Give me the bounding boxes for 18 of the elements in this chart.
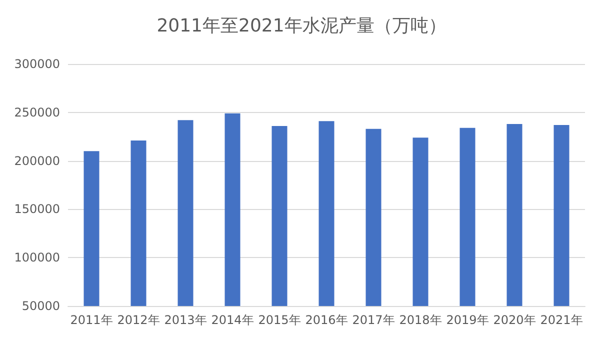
y-tick-label: 300000	[14, 57, 60, 71]
x-tick-label: 2020年	[493, 313, 536, 327]
x-tick-label: 2017年	[352, 313, 395, 327]
x-tick-label: 2013年	[164, 313, 207, 327]
y-tick-label: 150000	[14, 202, 60, 216]
x-tick-label: 2011年	[70, 313, 113, 327]
x-tick-label: 2018年	[399, 313, 442, 327]
y-tick-label: 250000	[14, 105, 60, 120]
y-tick-label: 200000	[14, 154, 60, 168]
x-tick-label: 2015年	[258, 313, 301, 327]
x-tick-label: 2019年	[446, 313, 489, 327]
x-tick-label: 2012年	[117, 313, 160, 327]
x-tick-label: 2021年	[540, 313, 583, 327]
chart-title: 2011年至2021年水泥产量（万吨）	[156, 16, 446, 36]
x-tick-label: 2016年	[305, 313, 348, 327]
y-tick-label: 50000	[22, 299, 60, 313]
x-tick-label: 2014年	[211, 313, 254, 327]
y-tick-label: 100000	[14, 250, 60, 265]
